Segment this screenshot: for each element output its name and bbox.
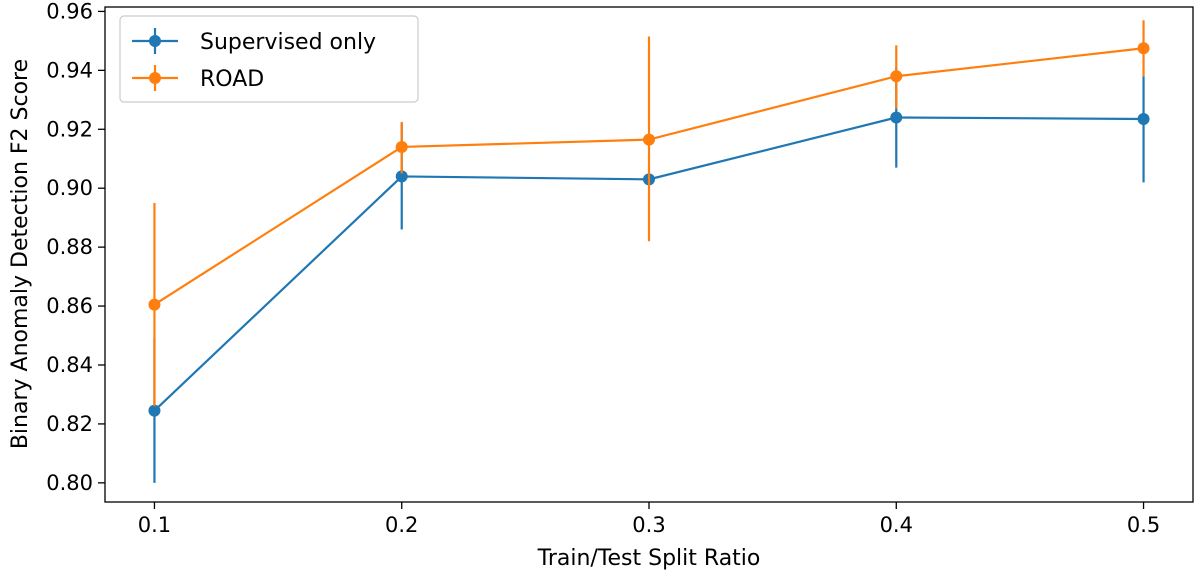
y-tick-label: 0.96 <box>46 0 93 23</box>
x-tick-label: 0.5 <box>1127 513 1160 537</box>
legend-label: Supervised only <box>200 30 376 55</box>
y-tick-label: 0.86 <box>46 294 93 318</box>
series-layer <box>148 20 1150 483</box>
y-tick-label: 0.84 <box>46 353 93 377</box>
x-tick-label: 0.4 <box>880 513 913 537</box>
x-axis-ticks: 0.1 0.2 0.3 0.4 0.5 <box>138 502 1160 537</box>
y-tick-label: 0.80 <box>46 471 93 495</box>
data-point <box>890 70 903 83</box>
data-point <box>1137 112 1150 125</box>
y-axis-label: Binary Anomaly Detection F2 Score <box>8 59 33 449</box>
legend-box <box>119 15 419 103</box>
x-tick-label: 0.3 <box>632 513 665 537</box>
data-point <box>1137 42 1150 55</box>
x-axis-label: Train/Test Split Ratio <box>537 546 761 571</box>
data-point <box>643 133 655 146</box>
data-point <box>890 111 903 124</box>
y-tick-label: 0.88 <box>46 235 93 259</box>
series-1 <box>148 20 1150 407</box>
data-point <box>395 140 408 153</box>
y-tick-label: 0.92 <box>46 117 93 141</box>
y-tick-label: 0.94 <box>46 58 93 82</box>
legend: Supervised only ROAD <box>119 15 419 103</box>
y-tick-label: 0.90 <box>46 176 93 200</box>
data-point <box>148 404 161 417</box>
data-point <box>395 170 408 183</box>
legend-entry: Supervised only <box>132 28 376 55</box>
x-tick-label: 0.1 <box>138 513 171 537</box>
legend-marker <box>149 72 161 84</box>
legend-label: ROAD <box>200 67 264 92</box>
y-tick-label: 0.82 <box>46 412 93 436</box>
legend-marker <box>149 35 161 47</box>
x-tick-label: 0.2 <box>385 513 418 537</box>
y-axis-ticks: 0.80 0.82 0.84 0.86 0.88 0.90 0.92 0.94 0.96 <box>46 0 105 495</box>
data-point <box>148 298 161 311</box>
legend-entry: ROAD <box>132 65 264 92</box>
